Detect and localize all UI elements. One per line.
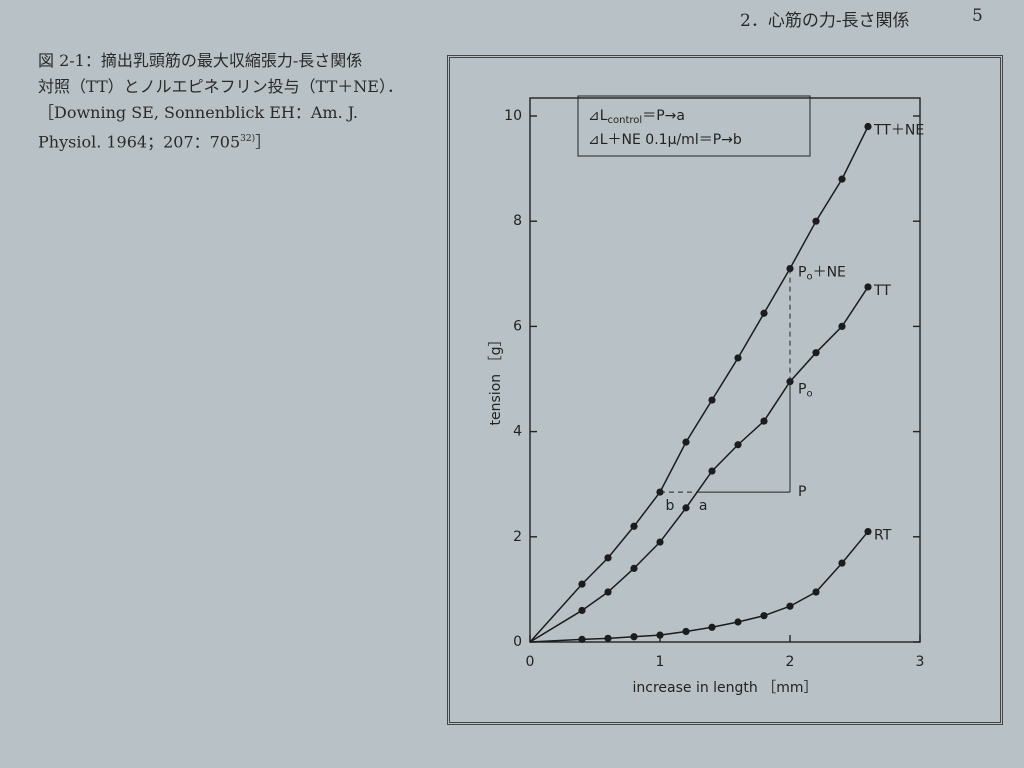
series-label: TT [873,283,891,299]
y-tick-label: 4 [513,424,522,440]
label-p0-ne-part: ＋NE [813,265,846,281]
label-b: b [666,498,675,514]
data-point [630,564,638,572]
data-point [630,522,638,530]
data-point [760,309,768,317]
data-point [760,417,768,425]
y-tick-label: 0 [513,634,522,650]
data-point [812,588,820,596]
data-point [604,634,612,642]
data-point [682,627,690,636]
data-point [604,554,612,562]
data-point [838,559,846,567]
data-point [812,349,820,357]
data-point [734,441,742,449]
legend-line-part: ⊿L [588,108,608,124]
legend-box [577,95,811,157]
data-point [760,612,768,620]
y-tick-label: 8 [513,213,522,229]
data-point [656,538,664,546]
data-point [864,527,872,536]
data-point [578,580,586,588]
x-tick-label: 1 [656,654,665,670]
label-p0-ne: Po＋NE [798,265,846,283]
data-point [578,606,586,615]
data-point [812,217,820,225]
caption-body: 対照（TT）とノルエピネフリン投与（TT＋NE）．［Downing SE, So… [38,77,403,152]
label-p0: Po [798,382,813,400]
caption-title: 図 2-1：摘出乳頭筋の最大収縮張力-長さ関係 [38,51,363,70]
data-point [864,122,872,131]
data-point [786,264,794,273]
x-tick-label: 3 [916,654,925,670]
legend-line-part: control [608,115,643,126]
label-p0-ne-part: P [798,265,806,281]
label-a: a [699,498,708,514]
data-point [630,633,638,641]
ref-sup: 32) [240,134,256,144]
data-point [682,438,690,446]
series-label: TT＋NE [873,123,924,139]
plot-frame [529,97,921,643]
label-p0-part: P [798,382,806,398]
label-p: P [798,484,806,500]
data-point [734,354,742,362]
legend-line-part: ＝P→a [642,108,685,124]
data-point [708,623,716,631]
y-tick-label: 2 [513,529,522,545]
y-tick-label: 10 [504,108,522,124]
data-point [734,618,742,626]
label-p0-part: o [806,389,812,400]
data-point [838,175,846,183]
data-point [656,631,664,639]
data-point [682,504,690,512]
legend-line: ⊿L＋NE 0.1μ/ml＝P→b [588,132,742,148]
caption: 図 2-1：摘出乳頭筋の最大収縮張力-長さ関係 対照（TT）とノルエピネフリン投… [38,48,418,155]
caption-text: 対照（TT）とノルエピネフリン投与（TT＋NE）．［Downing SE, So… [38,74,418,155]
y-tick-label: 6 [513,318,522,334]
data-point [864,283,872,291]
page-number: 5 [972,6,983,26]
series-label: RT [874,528,892,544]
y-axis-label: tension ［g］ [488,333,504,426]
x-tick-label: 2 [786,654,795,670]
x-axis-label: increase in length ［mm］ [632,680,817,696]
data-point [578,635,586,643]
figure-frame [447,55,1003,725]
data-point [838,322,846,330]
data-point [604,588,612,596]
data-point [708,396,716,404]
running-header: 2．心筋の力-長さ関係 [740,11,910,31]
legend-line: ⊿Lcontrol＝P→a [588,108,685,126]
series-line [529,126,869,643]
caption-end: ］ [255,132,272,152]
data-point [708,467,716,475]
data-point [786,602,794,610]
label-p0-ne-part: o [806,272,812,283]
x-tick-label: 0 [526,654,535,670]
